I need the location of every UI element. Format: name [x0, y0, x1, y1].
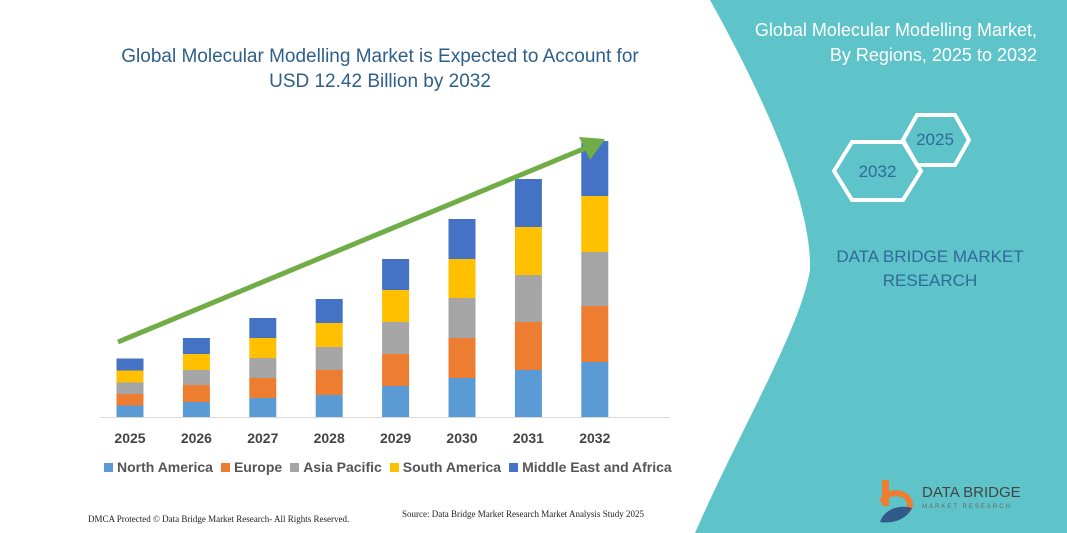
- bar-segment-2030-middle-east-and-africa: [448, 219, 476, 259]
- bar-segment-2025-middle-east-and-africa: [116, 358, 144, 371]
- x-tick-label: 2029: [380, 430, 411, 446]
- legend-swatch: [104, 463, 113, 472]
- bar-segment-2026-asia-pacific: [182, 370, 210, 385]
- dmca-notice: DMCA Protected © Data Bridge Market Rese…: [88, 514, 350, 524]
- bar-segment-2029-middle-east-and-africa: [382, 259, 410, 290]
- legend-label: Asia Pacific: [303, 459, 382, 475]
- bar-segment-2030-south-america: [448, 259, 476, 298]
- panel-brand-line1: DATA BRIDGE MARKET: [836, 247, 1024, 266]
- legend-label: South America: [402, 459, 502, 475]
- bar-segment-2031-south-america: [514, 227, 542, 275]
- stacked-bar-chart: 2025 2026 2027 2028 2029 2030 2031 2032: [100, 137, 670, 446]
- legend-swatch: [290, 463, 300, 472]
- panel-title-line2: By Regions, 2025 to 2032: [829, 45, 1037, 65]
- bar-segment-2031-north-america: [514, 370, 542, 417]
- bar-segment-2028-middle-east-and-africa: [315, 299, 343, 323]
- legend-item: South America: [389, 459, 502, 475]
- x-tick-label: 2027: [247, 430, 278, 446]
- bar-segment-2027-middle-east-and-africa: [249, 318, 277, 338]
- bar-segment-2031-europe: [514, 322, 542, 370]
- panel-brand-line2: RESEARCH: [882, 271, 978, 290]
- bar-segment-2027-north-america: [249, 398, 277, 417]
- legend-label: Middle East and Africa: [522, 459, 672, 475]
- bar-segment-2028-asia-pacific: [315, 347, 343, 370]
- legend-swatch: [220, 463, 230, 472]
- hex-label-2032: 2032: [858, 162, 897, 181]
- bar-segment-2026-north-america: [182, 402, 210, 417]
- bar-segment-2025-north-america: [116, 405, 144, 417]
- panel-title-line1: Global Molecular Modelling Market,: [754, 20, 1037, 40]
- trend-arrow-line: [117, 144, 589, 345]
- legend-item: Middle East and Africa: [509, 459, 672, 475]
- bar-segment-2029-asia-pacific: [382, 322, 410, 354]
- bar-segment-2026-middle-east-and-africa: [182, 338, 210, 354]
- legend: North America Europe Asia Pacific South Ame…: [104, 459, 672, 475]
- hexagon-2032-icon: [831, 140, 924, 202]
- panel-title: Global Molecular Modelling Market, By Re…: [707, 18, 1037, 68]
- bar-segment-2030-europe: [448, 338, 476, 378]
- x-tick-label: 2025: [114, 430, 145, 446]
- bar-segment-2030-north-america: [448, 378, 476, 417]
- legend-item: Europe: [220, 459, 283, 475]
- logo-subtitle: MARKET RESEARCH: [922, 504, 1012, 510]
- bar-segment-2031-asia-pacific: [514, 275, 542, 322]
- hex-label-2025: 2025: [916, 130, 954, 149]
- bar-segment-2026-south-america: [182, 354, 210, 370]
- chart-title: Global Molecular Modelling Market is Exp…: [121, 46, 639, 92]
- legend-label: Europe: [233, 459, 283, 475]
- bar-segment-2028-europe: [315, 370, 343, 395]
- source-note: Source: Data Bridge Market Research Mark…: [402, 509, 644, 519]
- legend-label: North America: [117, 459, 213, 475]
- trend-arrow-head-icon: [579, 137, 605, 160]
- bar-segment-2025-europe: [116, 394, 144, 406]
- legend-item: Asia Pacific: [290, 459, 382, 475]
- bar-segment-2031-middle-east-and-africa: [514, 179, 542, 227]
- x-tick-label: 2026: [181, 430, 212, 446]
- panel-brand: DATA BRIDGE MARKET RESEARCH: [830, 245, 1030, 293]
- x-tick-label: 2028: [314, 430, 345, 446]
- x-tick-label: 2030: [446, 430, 477, 446]
- bar-segment-2032-south-america: [581, 196, 609, 252]
- bar-segment-2032-asia-pacific: [581, 252, 609, 306]
- bar-segment-2032-north-america: [581, 362, 609, 417]
- bar-segment-2029-europe: [382, 354, 410, 386]
- bar-segment-2029-north-america: [382, 386, 410, 417]
- logo-name: DATA BRIDGE: [922, 484, 1021, 501]
- x-tick-label: 2032: [579, 430, 610, 446]
- bar-segment-2027-asia-pacific: [249, 358, 277, 378]
- bar-segment-2028-south-america: [315, 323, 343, 347]
- bar-segment-2032-europe: [581, 306, 609, 362]
- data-bridge-logo-icon: [879, 480, 914, 523]
- bar-segment-2025-south-america: [116, 370, 144, 383]
- bar-segment-2028-north-america: [315, 395, 343, 417]
- legend-item: North America: [104, 459, 213, 475]
- bar-segment-2027-europe: [249, 378, 277, 398]
- bar-segment-2025-asia-pacific: [116, 382, 144, 394]
- legend-swatch: [509, 463, 519, 472]
- bar-segment-2030-asia-pacific: [448, 298, 476, 338]
- legend-swatch: [389, 463, 399, 472]
- bar-segment-2027-south-america: [249, 338, 277, 358]
- x-tick-label: 2031: [513, 430, 544, 446]
- bar-segment-2026-europe: [182, 385, 210, 402]
- bar-segment-2029-south-america: [382, 290, 410, 322]
